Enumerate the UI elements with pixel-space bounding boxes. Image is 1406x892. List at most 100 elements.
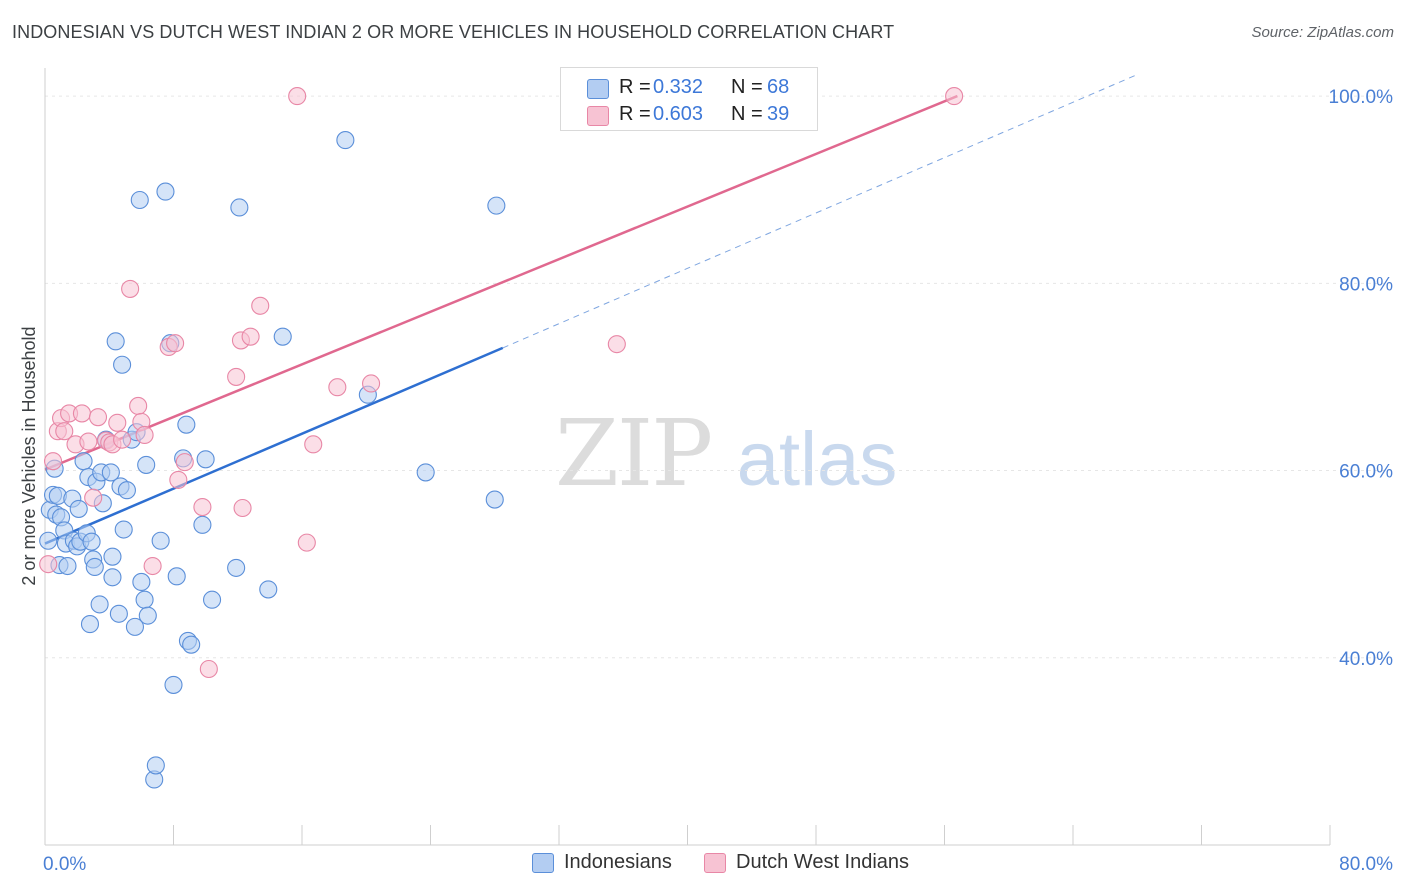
point-indonesian [151, 531, 170, 550]
legend-r-label: R = [619, 76, 651, 98]
x-tick-label: 80.0% [1339, 854, 1393, 875]
legend-row-indonesians: R = 0.332 N = 68 [561, 76, 817, 104]
source-credit: Source: ZipAtlas.com [1251, 24, 1394, 41]
point-indonesian [80, 615, 100, 634]
point-indonesian [485, 490, 504, 509]
point-dutch-west-indian [297, 533, 316, 552]
x-tick-label: 0.0% [43, 854, 86, 875]
y-tick-label: 100.0% [1329, 87, 1394, 108]
point-dutch-west-indian [84, 488, 103, 507]
point-dutch-west-indian [304, 435, 323, 454]
axes [44, 68, 1331, 846]
watermark-atlas: atlas [736, 417, 898, 502]
point-indonesian [273, 327, 292, 346]
point-indonesian [336, 131, 355, 150]
point-indonesian [130, 190, 149, 210]
point-indonesian [125, 617, 144, 636]
trend-line-indonesians [44, 346, 504, 545]
legend-swatch-pink [587, 106, 609, 126]
point-indonesian [85, 557, 104, 577]
point-indonesian [58, 556, 77, 576]
point-indonesian [177, 415, 196, 434]
point-indonesian [164, 675, 183, 694]
point-dutch-west-indian [43, 452, 63, 471]
point-indonesian [156, 182, 175, 201]
point-indonesian [138, 606, 157, 625]
axis-labels: 40.0% 60.0% 80.0% 100.0% 0.0% 80.0% 2 or more … [19, 87, 1393, 875]
watermark-zip: ZIP [555, 400, 713, 507]
gridlines [45, 95, 1395, 659]
trend-line-dutch [44, 94, 958, 471]
legend-n-label: N = [731, 76, 763, 98]
point-indonesian [132, 572, 151, 591]
point-dutch-west-indian [113, 430, 132, 449]
y-axis-title: 2 or more Vehicles in Household [19, 326, 39, 585]
point-dutch-west-indian [121, 279, 140, 298]
stats-legend: R = 0.332 N = 68 R = 0.603 N = 39 [560, 67, 818, 131]
point-indonesian [203, 590, 222, 609]
point-dutch-west-indian [169, 470, 188, 489]
point-indonesian [90, 595, 109, 614]
point-dutch-west-indian [288, 87, 307, 106]
legend-swatch-pink [704, 853, 726, 873]
point-indonesian [69, 499, 88, 518]
point-dutch-west-indian [193, 498, 212, 517]
point-dutch-west-indian [607, 335, 626, 354]
point-indonesian [39, 531, 58, 550]
point-dutch-west-indian [72, 404, 91, 423]
watermark: ZIP atlas [555, 400, 897, 507]
point-indonesian [230, 198, 249, 217]
point-dutch-west-indian [362, 374, 381, 393]
point-indonesian [137, 455, 156, 474]
legend-label: Indonesians [564, 851, 672, 873]
point-indonesian [114, 520, 133, 539]
legend-r-value: 0.603 [653, 103, 704, 125]
legend-row-dutch: R = 0.603 N = 39 [561, 103, 817, 131]
point-dutch-west-indian [55, 422, 74, 441]
legend-r-value: 0.332 [653, 76, 704, 98]
y-tick-label: 80.0% [1339, 274, 1393, 295]
data-points [39, 87, 964, 789]
point-indonesian [193, 515, 212, 534]
point-indonesian [82, 532, 101, 551]
point-dutch-west-indian [108, 413, 127, 432]
point-indonesian [167, 567, 186, 586]
point-indonesian [74, 452, 93, 471]
point-indonesian [146, 756, 165, 775]
point-indonesian [135, 590, 154, 609]
legend-r-label: R = [619, 103, 651, 125]
point-indonesian [259, 580, 278, 599]
point-dutch-west-indian [135, 425, 154, 445]
point-indonesian [101, 463, 120, 482]
point-dutch-west-indian [241, 327, 260, 346]
y-tick-label: 60.0% [1339, 462, 1393, 483]
chart-title: INDONESIAN VS DUTCH WEST INDIAN 2 OR MOR… [12, 22, 895, 42]
point-dutch-west-indian [175, 453, 194, 472]
point-indonesian [103, 568, 122, 587]
point-dutch-west-indian [199, 659, 218, 679]
trend-lines [44, 74, 1138, 545]
y-tick-label: 40.0% [1339, 649, 1393, 670]
point-indonesian [109, 604, 128, 623]
point-indonesian [227, 558, 246, 577]
point-dutch-west-indian [143, 556, 162, 576]
point-dutch-west-indian [328, 378, 347, 397]
legend-swatch-blue [532, 853, 554, 873]
point-indonesian [416, 463, 435, 482]
point-dutch-west-indian [251, 296, 270, 315]
legend-n-label: N = [731, 103, 763, 125]
legend-swatch-blue [587, 79, 609, 99]
point-indonesian [106, 332, 125, 351]
point-indonesian [103, 547, 122, 566]
point-indonesian [117, 481, 136, 500]
point-indonesian [487, 196, 506, 215]
point-indonesian [196, 450, 215, 469]
point-dutch-west-indian [233, 498, 252, 518]
legend-label: Dutch West Indians [736, 851, 910, 873]
legend-n-value: 68 [767, 76, 790, 98]
point-dutch-west-indian [945, 87, 964, 106]
point-dutch-west-indian [79, 432, 98, 451]
legend-n-value: 39 [767, 103, 790, 125]
point-indonesian [182, 635, 201, 654]
